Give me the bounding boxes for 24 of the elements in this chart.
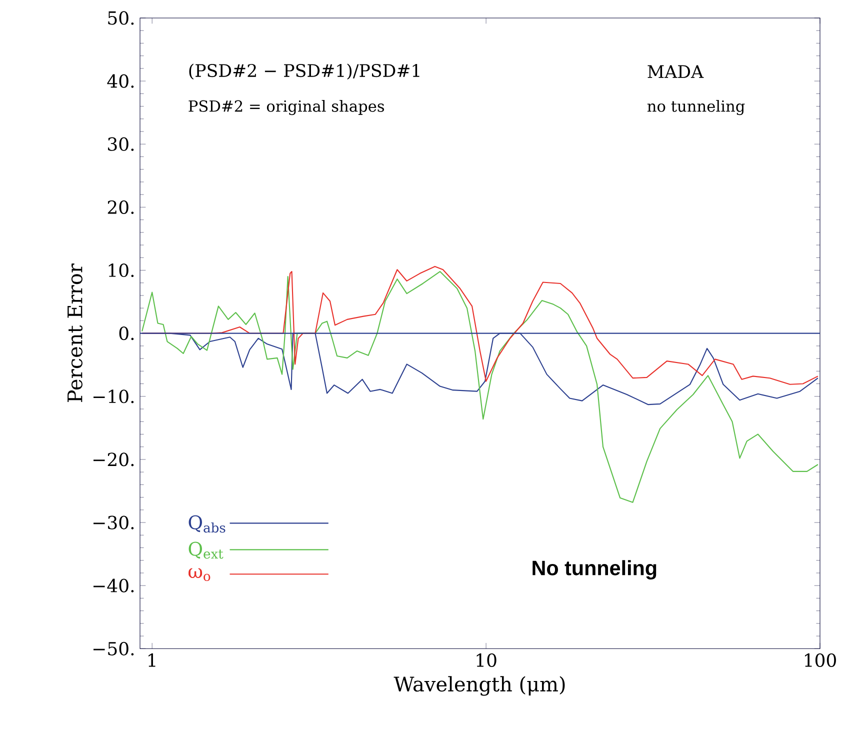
text: Q$_{abs}$ — [188, 515, 226, 533]
y-tick-label: 40. — [107, 74, 134, 88]
x-tick-label: 1 — [148, 653, 156, 667]
y-tick-label: −10. — [93, 390, 134, 404]
y-tick-label: 10. — [108, 263, 134, 278]
annotation: PSD#2 = original shapes — [188, 100, 384, 116]
y-tick-label: −30. — [93, 516, 134, 530]
text: ω$_{o}$ — [188, 568, 210, 582]
annotation: No tunneling — [532, 560, 656, 580]
annotation: (PSD#2 − PSD#1)/PSD#1 — [189, 64, 420, 80]
y-axis-title: Percent Error — [68, 264, 82, 402]
x-tick-label: 10 — [476, 653, 496, 667]
annotation: MADA — [648, 65, 704, 78]
y-tick-label: −50. — [93, 642, 134, 656]
text: Q$_{ext}$ — [188, 542, 224, 559]
y-tick-label: −40. — [93, 578, 134, 592]
y-tick-label: −20. — [93, 452, 134, 466]
y-tick-label: 30. — [108, 137, 134, 151]
y-tick-label: 0. — [119, 326, 134, 340]
y-tick-label: 20. — [108, 200, 134, 214]
x-axis-title: Wavelength (μm) — [394, 676, 565, 696]
annotation: no tunneling — [647, 100, 745, 116]
x-tick-label: 100 — [805, 653, 836, 667]
y-tick-label: 50. — [108, 11, 134, 25]
